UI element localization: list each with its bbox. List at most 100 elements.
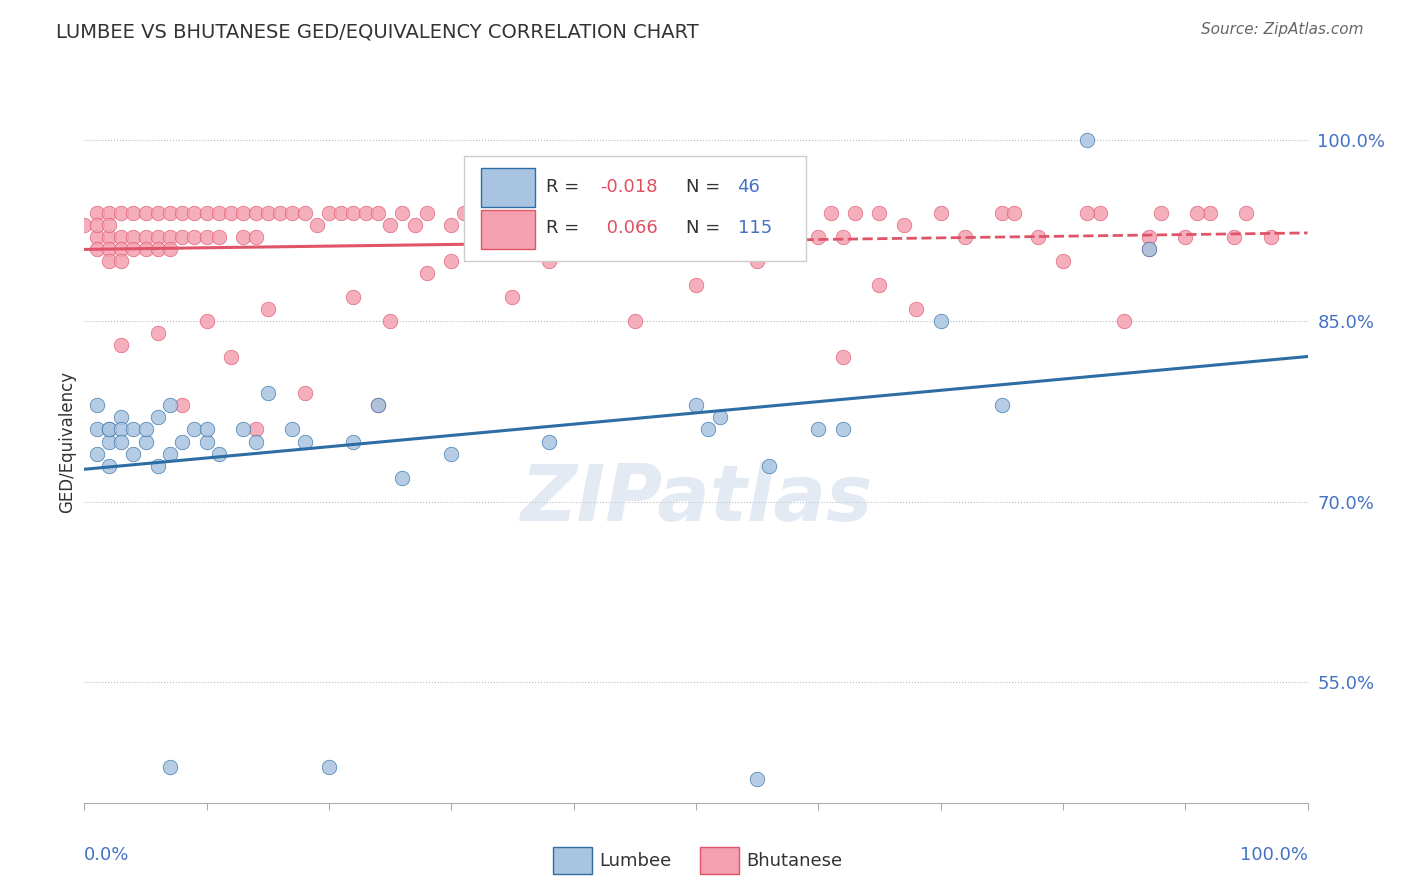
Point	[86, 447, 108, 461]
Point	[869, 277, 891, 292]
Point	[1114, 314, 1136, 328]
Point	[245, 434, 267, 449]
Point	[73, 218, 96, 232]
Point	[294, 386, 316, 401]
FancyBboxPatch shape	[553, 847, 592, 874]
Point	[1088, 206, 1111, 220]
Point	[367, 206, 389, 220]
Point	[844, 206, 866, 220]
Point	[122, 447, 145, 461]
Point	[146, 242, 169, 256]
Point	[146, 230, 169, 244]
Point	[831, 423, 853, 437]
Point	[367, 398, 389, 412]
Point	[232, 230, 254, 244]
Point	[538, 254, 561, 268]
Point	[86, 206, 108, 220]
Point	[97, 242, 120, 256]
Point	[318, 760, 340, 774]
Point	[953, 230, 976, 244]
Point	[991, 206, 1014, 220]
Point	[330, 206, 353, 220]
Point	[245, 423, 267, 437]
FancyBboxPatch shape	[481, 169, 534, 208]
Point	[342, 434, 364, 449]
Point	[758, 218, 780, 232]
Point	[172, 206, 194, 220]
Point	[135, 242, 157, 256]
Point	[110, 242, 132, 256]
Text: R =: R =	[546, 178, 579, 196]
Text: -0.018: -0.018	[600, 178, 658, 196]
Point	[929, 314, 952, 328]
Point	[172, 398, 194, 412]
Point	[208, 206, 231, 220]
Point	[159, 242, 181, 256]
Point	[391, 471, 413, 485]
Point	[97, 230, 120, 244]
Point	[257, 386, 280, 401]
Point	[294, 206, 316, 220]
Point	[245, 230, 267, 244]
Point	[1198, 206, 1220, 220]
Point	[135, 206, 157, 220]
Point	[305, 218, 328, 232]
Y-axis label: GED/Equivalency: GED/Equivalency	[58, 370, 76, 513]
Point	[97, 206, 120, 220]
Point	[195, 434, 218, 449]
Point	[416, 206, 439, 220]
Point	[172, 230, 194, 244]
Point	[195, 230, 218, 244]
Point	[159, 230, 181, 244]
Point	[135, 230, 157, 244]
Point	[110, 206, 132, 220]
Point	[97, 423, 120, 437]
Point	[86, 398, 108, 412]
Point	[159, 760, 181, 774]
Point	[86, 218, 108, 232]
Point	[86, 242, 108, 256]
Point	[367, 398, 389, 412]
Point	[709, 206, 731, 220]
Point	[1223, 230, 1246, 244]
Point	[122, 230, 145, 244]
Point	[538, 434, 561, 449]
Point	[685, 277, 707, 292]
Point	[599, 206, 621, 220]
FancyBboxPatch shape	[481, 210, 534, 249]
Point	[342, 290, 364, 304]
Point	[1150, 206, 1173, 220]
Point	[159, 447, 181, 461]
Point	[281, 423, 304, 437]
Point	[195, 314, 218, 328]
Point	[831, 230, 853, 244]
Point	[208, 447, 231, 461]
Text: R =: R =	[546, 219, 579, 237]
Point	[1236, 206, 1258, 220]
Point	[1137, 242, 1160, 256]
Point	[477, 218, 499, 232]
Point	[807, 423, 830, 437]
Point	[97, 458, 120, 473]
Point	[1187, 206, 1209, 220]
Point	[257, 301, 280, 317]
Point	[342, 206, 364, 220]
Text: Bhutanese: Bhutanese	[747, 852, 842, 870]
FancyBboxPatch shape	[700, 847, 738, 874]
Point	[1076, 206, 1098, 220]
Point	[624, 314, 647, 328]
Point	[135, 423, 157, 437]
Point	[612, 206, 634, 220]
Point	[281, 206, 304, 220]
Point	[110, 338, 132, 352]
Point	[294, 434, 316, 449]
Point	[685, 230, 707, 244]
Point	[183, 230, 205, 244]
Point	[747, 772, 769, 786]
Point	[831, 351, 853, 365]
Point	[232, 206, 254, 220]
Point	[122, 423, 145, 437]
Point	[1076, 133, 1098, 147]
Point	[502, 290, 524, 304]
Point	[195, 206, 218, 220]
